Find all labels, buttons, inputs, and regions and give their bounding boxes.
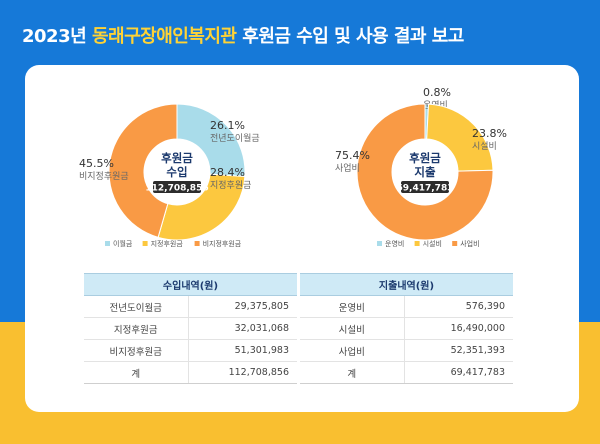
expense-item: 사업비 <box>300 339 405 362</box>
legend-label: 비지정후원금 <box>203 239 242 248</box>
legend-label: 운영비 <box>385 239 404 248</box>
legend-swatch <box>105 241 110 246</box>
table-row: 전년도이월금 29,375,805 <box>84 295 297 318</box>
slice-name-label: 시설비 <box>472 141 497 152</box>
center-total: 112,708,856 <box>145 184 208 194</box>
slice-percent-label: 0.8% <box>423 86 451 99</box>
donut-charts: 26.1%전년도이월금28.4%지정후원금45.5%비지정후원금후원금수입112… <box>79 86 507 248</box>
expense-amount: 52,351,393 <box>404 339 513 362</box>
donut-chart-income: 26.1%전년도이월금28.4%지정후원금45.5%비지정후원금후원금수입112… <box>79 103 260 248</box>
slice-percent-label: 75.4% <box>335 149 370 162</box>
page-title: 2023년 동래구장애인복지관 후원금 수입 및 사용 결과 보고 <box>22 22 464 48</box>
center-subtitle: 지출 <box>414 165 436 179</box>
income-table-header-row: 수입내역(원) <box>84 273 297 296</box>
slice-percent-label: 23.8% <box>472 127 507 140</box>
legend-label: 이월금 <box>113 239 133 248</box>
slice-name-label: 전년도이월금 <box>210 132 260 144</box>
income-amount: 51,301,983 <box>188 339 297 362</box>
legend-swatch <box>377 241 382 246</box>
report-card: 26.1% 전년도이월금 28.4% 지정후원금 45.5% 비지정후원금 후원금 수입 112… <box>25 65 579 412</box>
expense-amount: 16,490,000 <box>404 317 513 340</box>
table-row-total: 계 69,417,783 <box>300 361 513 384</box>
slice-percent-label: 45.5% <box>79 157 114 170</box>
legend-label: 사업비 <box>460 239 479 248</box>
title-rest: 후원금 수입 및 사용 결과 보고 <box>242 26 464 47</box>
income-amount: 112,708,856 <box>188 361 297 384</box>
title-org: 동래구장애인복지관 <box>91 26 237 47</box>
expense-item: 운영비 <box>300 295 405 318</box>
table-row: 비지정후원금 51,301,983 <box>84 339 297 362</box>
slice-percent-label: 28.4% <box>210 166 245 179</box>
expense-amount: 69,417,783 <box>404 361 513 384</box>
center-total-bg <box>153 181 201 193</box>
income-item: 지정후원금 <box>84 317 189 340</box>
slice-name-label: 사업비 <box>335 163 360 174</box>
legend-label: 시설비 <box>423 239 442 248</box>
expense-item: 시설비 <box>300 317 405 340</box>
slice-name-label: 비지정후원금 <box>79 171 129 182</box>
slice-name-label: 지정후원금 <box>210 180 251 191</box>
legend-swatch <box>452 241 458 246</box>
expense-amount: 576,390 <box>404 295 513 318</box>
title-year: 2023년 <box>22 26 87 47</box>
income-amount: 32,031,068 <box>188 317 297 340</box>
center-subtitle: 수입 <box>166 165 187 179</box>
income-table-header: 수입내역(원) <box>84 273 297 296</box>
legend-swatch <box>142 241 148 246</box>
table-row: 사업비 52,351,393 <box>300 339 513 362</box>
table-row-total: 계 112,708,856 <box>84 361 297 384</box>
legend-swatch <box>414 241 420 246</box>
center-total-bg <box>401 181 449 193</box>
income-item: 비지정후원금 <box>84 339 189 362</box>
income-item: 계 <box>84 361 189 384</box>
center-title: 후원금 <box>161 151 193 165</box>
legend-swatch <box>194 241 200 246</box>
income-item: 전년도이월금 <box>84 295 189 318</box>
expense-table-header-row: 지출내역(원) <box>300 273 513 296</box>
expense-item: 계 <box>300 361 405 384</box>
income-table: 수입내역(원) 전년도이월금 29,375,805 지정후원금 32,031,0… <box>84 273 297 384</box>
center-title: 후원금 <box>409 151 441 165</box>
table-row: 시설비 16,490,000 <box>300 317 513 340</box>
donut-chart-expense: 0.8%운영비23.8%시설비75.4%사업비후원금지출69,417,783운영… <box>335 86 507 248</box>
center-total: 69,417,783 <box>397 184 454 194</box>
slice-percent-label: 26.1% <box>210 119 245 132</box>
expense-table: 지출내역(원) 운영비 576,390 시설비 16,490,000 사업비 5… <box>300 273 513 384</box>
table-row: 운영비 576,390 <box>300 295 513 318</box>
legend-label: 지정후원금 <box>151 239 184 248</box>
expense-table-header: 지출내역(원) <box>300 273 513 296</box>
table-row: 지정후원금 32,031,068 <box>84 317 297 340</box>
income-amount: 29,375,805 <box>188 295 297 318</box>
